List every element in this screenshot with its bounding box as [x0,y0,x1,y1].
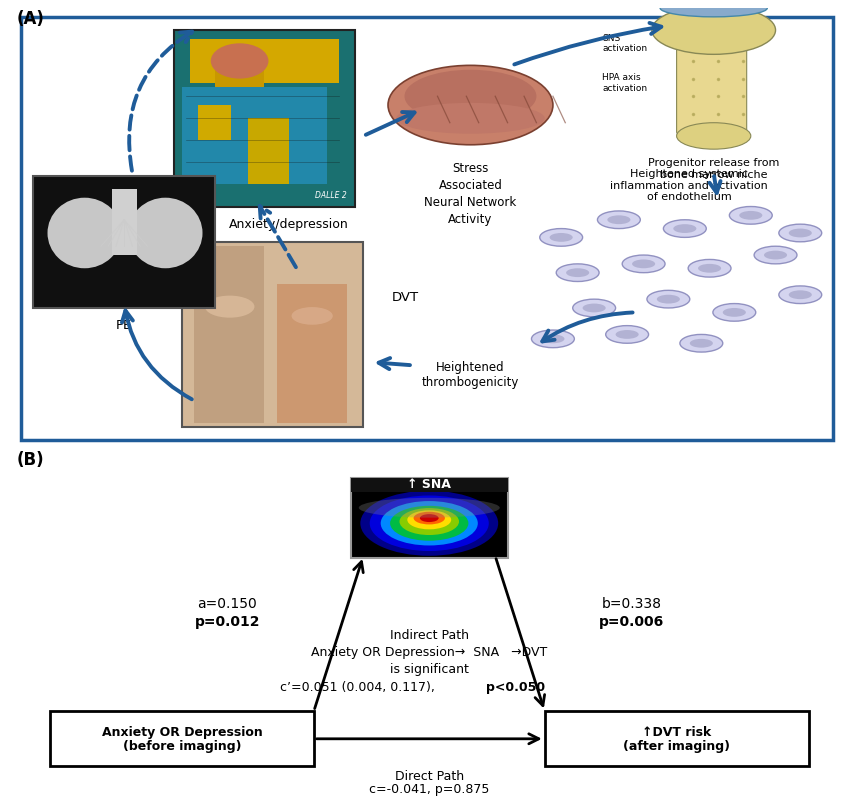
Text: (before imaging): (before imaging) [122,740,241,753]
Text: a=0.150: a=0.150 [197,597,257,611]
Ellipse shape [647,290,690,308]
Text: Indirect Path: Indirect Path [390,629,468,642]
FancyBboxPatch shape [677,30,746,136]
Ellipse shape [573,299,615,317]
Text: Stress
Associated
Neural Network
Activity: Stress Associated Neural Network Activit… [424,162,517,226]
Ellipse shape [779,224,822,242]
Ellipse shape [608,215,631,224]
Ellipse shape [657,294,680,304]
Text: HPA axis
activation: HPA axis activation [603,73,648,93]
Ellipse shape [540,229,582,246]
Text: p<0.050: p<0.050 [486,681,546,694]
Ellipse shape [400,508,459,535]
Text: p=0.006: p=0.006 [598,614,664,629]
Text: Heightened systemic
inflammation and activation
of endothelium: Heightened systemic inflammation and act… [610,169,768,202]
Ellipse shape [680,334,722,352]
Ellipse shape [414,512,445,525]
FancyBboxPatch shape [277,284,347,423]
Ellipse shape [722,308,745,317]
Ellipse shape [420,514,439,522]
FancyBboxPatch shape [112,188,137,255]
Text: b=0.338: b=0.338 [601,597,661,611]
Text: c=-0.041, p=0.875: c=-0.041, p=0.875 [369,784,490,796]
Ellipse shape [652,6,775,55]
Ellipse shape [677,123,751,149]
Ellipse shape [211,43,269,79]
FancyBboxPatch shape [190,38,338,83]
Ellipse shape [622,255,665,273]
FancyBboxPatch shape [215,65,264,100]
Text: c’=0.051 (0.004, 0.117),: c’=0.051 (0.004, 0.117), [280,681,439,694]
Ellipse shape [663,220,706,237]
Ellipse shape [292,307,333,325]
Text: Anxiety/depression: Anxiety/depression [230,217,349,230]
Ellipse shape [405,70,536,123]
FancyBboxPatch shape [198,105,231,140]
Ellipse shape [740,211,762,220]
Ellipse shape [673,224,696,233]
Text: Direct Path: Direct Path [394,770,464,783]
Ellipse shape [632,260,655,268]
Ellipse shape [660,0,768,17]
Ellipse shape [779,286,822,304]
Text: Anxiety OR Depression→  SNA   →DVT: Anxiety OR Depression→ SNA →DVT [311,646,547,659]
Ellipse shape [531,330,575,348]
FancyBboxPatch shape [50,711,314,767]
Ellipse shape [566,268,589,277]
Text: ↑ SNA: ↑ SNA [407,479,451,492]
Ellipse shape [690,338,713,348]
Ellipse shape [360,491,498,556]
Ellipse shape [615,330,638,339]
FancyBboxPatch shape [351,479,507,492]
Ellipse shape [48,198,122,268]
Ellipse shape [789,290,812,299]
Ellipse shape [396,103,545,134]
Ellipse shape [388,65,553,144]
Ellipse shape [688,260,731,277]
Text: (after imaging): (after imaging) [623,740,730,753]
Ellipse shape [205,296,254,318]
Ellipse shape [713,304,756,322]
Ellipse shape [359,498,500,517]
Ellipse shape [390,506,468,541]
Ellipse shape [370,496,489,551]
FancyBboxPatch shape [182,242,363,427]
Ellipse shape [556,264,599,282]
Text: PE: PE [116,319,133,332]
Text: SNS
activation: SNS activation [603,34,648,53]
Ellipse shape [789,229,812,237]
Ellipse shape [541,334,564,343]
Text: p=0.012: p=0.012 [195,614,260,629]
Text: Anxiety OR Depression: Anxiety OR Depression [101,726,263,739]
Text: Progenitor release from
bone marrow niche: Progenitor release from bone marrow nich… [648,158,779,180]
Text: DALLE 2: DALLE 2 [315,191,347,200]
Ellipse shape [754,246,797,264]
Text: DVT: DVT [392,291,419,304]
FancyBboxPatch shape [33,176,215,308]
Ellipse shape [606,326,649,343]
Ellipse shape [550,233,573,241]
FancyBboxPatch shape [173,30,355,206]
Ellipse shape [128,198,202,268]
Text: is significant: is significant [390,663,468,676]
Ellipse shape [381,501,478,545]
Ellipse shape [598,211,640,229]
FancyBboxPatch shape [195,246,264,423]
FancyBboxPatch shape [351,479,507,557]
FancyBboxPatch shape [545,711,808,767]
Text: Heightened
thrombogenicity: Heightened thrombogenicity [422,361,519,389]
Ellipse shape [407,510,451,529]
Text: (A): (A) [17,10,45,28]
Text: ↑DVT risk: ↑DVT risk [642,726,711,739]
FancyBboxPatch shape [248,118,289,184]
Ellipse shape [764,250,787,259]
FancyBboxPatch shape [182,87,327,184]
Ellipse shape [729,206,773,224]
Ellipse shape [582,303,606,312]
Text: (B): (B) [17,451,44,469]
Ellipse shape [698,264,721,273]
